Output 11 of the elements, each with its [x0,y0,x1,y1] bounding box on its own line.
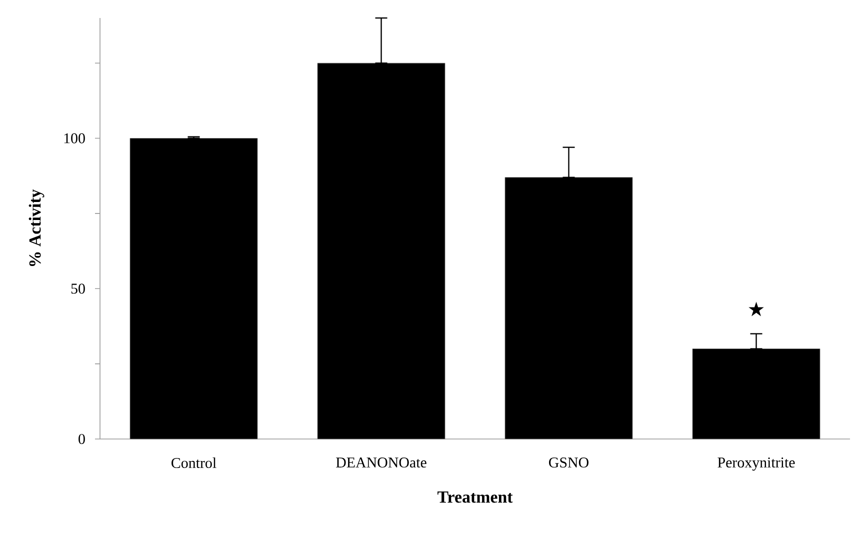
x-tick-label: DEANONOate [336,458,426,468]
annotation: ★ [748,302,764,316]
y-axis-title: % Activity [28,189,44,266]
y-tick-label: 0 [78,434,85,444]
x-tick-label: GSNO [549,458,588,468]
y-tick-label: 50 [71,284,85,294]
y-tick-label: 100 [64,133,85,144]
x-tick-label: Control [172,458,216,468]
x-tick-label: Peroxynitrite [718,458,795,471]
bar [130,138,258,440]
x-axis-title: Treatment [437,491,513,503]
